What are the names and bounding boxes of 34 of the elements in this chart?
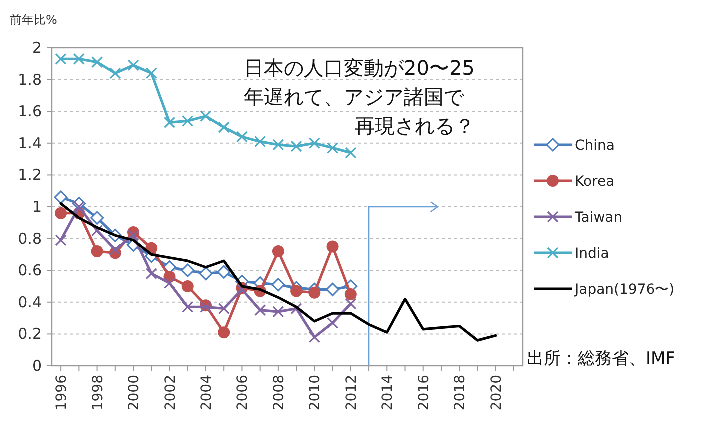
x-tick-label: 2008 xyxy=(271,375,288,411)
x-tick-label: 2002 xyxy=(162,375,179,411)
y-tick-label: 1 xyxy=(32,198,42,216)
y-tick-label: 0.6 xyxy=(18,262,42,280)
x-tick-label: 2010 xyxy=(308,375,324,411)
x-tick-label: 2004 xyxy=(198,374,215,411)
legend-label: Korea xyxy=(575,174,615,190)
y-tick-label: 1.4 xyxy=(18,134,42,152)
x-tick-label: 1998 xyxy=(90,375,106,411)
x-tick-label: 2014 xyxy=(380,374,396,411)
y-tick-label: 1.2 xyxy=(18,166,42,184)
y-tick-label: 0.2 xyxy=(18,325,42,344)
text: 出所：総務省、IMF xyxy=(527,349,676,369)
legend-label: India xyxy=(575,246,610,262)
x-tick-label: 2000 xyxy=(126,375,143,411)
y-tick-label: 0.8 xyxy=(18,230,42,248)
x-tick-label: 1996 xyxy=(54,374,70,411)
y-tick-label: 2 xyxy=(32,39,42,57)
x-tick-label: 2006 xyxy=(235,374,252,411)
legend-label: Taiwan xyxy=(574,210,623,226)
legend-label: China xyxy=(575,138,615,154)
x-tick-label: 2018 xyxy=(452,375,469,411)
x-tick-label: 2012 xyxy=(344,375,360,411)
legend-label: Japan(1976〜) xyxy=(574,282,675,298)
x-tick-label: 2020 xyxy=(488,375,505,411)
annotation: 日本の人口変動が20〜25 xyxy=(244,56,475,80)
y-tick-label: 1.8 xyxy=(18,70,42,89)
y-axis-title: 前年比% xyxy=(10,13,58,27)
annotation: 年遅れて、アジア諸国で xyxy=(244,85,465,109)
x-tick-label: 2016 xyxy=(416,374,432,411)
y-tick-label: 1.6 xyxy=(18,102,42,121)
y-tick-label: 0 xyxy=(32,357,42,375)
y-tick-label: 0.4 xyxy=(18,293,42,312)
annotation: 再現される？ xyxy=(355,114,475,138)
